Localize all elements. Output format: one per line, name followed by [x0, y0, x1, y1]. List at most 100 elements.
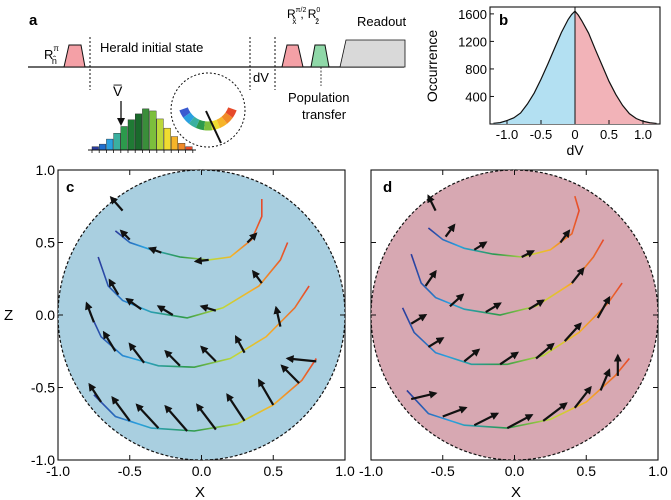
panel-c-arrow — [125, 297, 142, 311]
panel-d-x-tick-label: -0.5 — [431, 463, 455, 479]
panel-c-x-tick-label: 0.0 — [192, 463, 212, 479]
panel-c-arrow — [195, 403, 217, 431]
panel-c-arrow — [200, 345, 217, 363]
y-tick-label: 1600 — [458, 7, 487, 22]
panel-d-arrow — [535, 342, 555, 360]
panel-c-arrow — [234, 334, 246, 354]
panel-label-a: a — [29, 12, 38, 29]
panel-label-d: d — [383, 179, 392, 196]
panel-c-arrow — [128, 342, 145, 364]
panel-d-xlabel: X — [511, 484, 521, 500]
arc-segment — [179, 107, 191, 118]
panel-d-arrow — [442, 406, 468, 418]
histogram-bar — [170, 136, 178, 151]
panel-c-arrow — [102, 330, 117, 352]
histogram-bar — [98, 143, 106, 151]
area-positive — [575, 11, 657, 125]
panel-c-arrow — [109, 196, 124, 212]
pulse-rx-rz-label: Rπ/2 x̂, R0 ẑ — [287, 7, 320, 26]
panel-c-arrow — [164, 349, 181, 367]
arc-segment — [188, 116, 200, 129]
pulse-r-pi — [63, 44, 86, 68]
panel-c-arrow — [280, 364, 300, 384]
panel-d-arrow — [449, 293, 465, 308]
panel-c-arrow — [257, 378, 275, 406]
dv-label: dV — [253, 70, 269, 85]
arc-segment — [225, 107, 237, 118]
panel-c-arrow — [88, 382, 102, 403]
histogram-bar — [178, 143, 186, 151]
panel-c-arrow — [119, 229, 131, 241]
panel-d-trajectory — [410, 239, 605, 316]
voltage-histogram — [91, 108, 194, 153]
panel-c-arrow — [251, 269, 263, 284]
panel-d-arrow — [485, 302, 502, 314]
panel-d-arrow — [410, 390, 438, 401]
panel-d-arrow — [473, 412, 500, 427]
population-label-1: Population — [288, 90, 349, 105]
panel-d-arrow — [528, 299, 545, 311]
panel-c-arrow — [135, 403, 160, 429]
histogram-bar — [106, 138, 114, 151]
panel-d-arrow — [542, 402, 568, 422]
histogram-bar — [163, 127, 171, 151]
panel-d-arrow — [463, 348, 481, 363]
panel-d-arrow — [599, 368, 611, 391]
panel-c-arrow — [193, 256, 209, 265]
histogram-bar — [142, 108, 150, 151]
panel-c-xlabel: X — [195, 484, 205, 500]
y-tick-label: 400 — [465, 89, 487, 104]
inset-color-arc — [179, 107, 237, 131]
panel-c-trajectory — [88, 285, 310, 369]
panel-c-arrow — [108, 278, 120, 296]
panel-c-ylabel: Z — [4, 307, 13, 324]
histogram-bar — [127, 119, 135, 151]
panel-c-y-tick-label: 0.5 — [36, 235, 56, 251]
histogram-bar — [134, 113, 142, 151]
panel-c-x-tick-label: -0.5 — [118, 463, 142, 479]
vbar-label: V̅ — [113, 83, 123, 99]
panel-d-trajectory — [401, 282, 623, 366]
panel-d-arrow — [521, 250, 535, 258]
panel-c-arrow — [85, 301, 95, 323]
pulse-r-pi-label: Rπ n̂ — [44, 44, 59, 66]
population-label-2: transfer — [302, 107, 347, 122]
readout-label: Readout — [357, 14, 407, 29]
panel-c-arrow — [111, 396, 131, 422]
panel-d-arrow — [573, 385, 592, 409]
histogram-bar — [149, 110, 157, 151]
panel-d-arrow — [427, 194, 437, 212]
inset-circle — [170, 72, 246, 148]
panel-d-arrow — [506, 414, 534, 430]
arc-segment — [210, 119, 221, 131]
panel-d-arrow — [499, 351, 520, 366]
histogram-bar — [120, 126, 128, 151]
histogram-bar — [156, 118, 164, 151]
panel-c-phase-plot: -1.0-1.0 -0.5 -0.5 0.0 0.0 0.5 0.5 1.0 1.0 c X Z — [4, 162, 355, 500]
pulse-rx — [281, 44, 304, 68]
x-tick-label: -1.0 — [496, 127, 518, 142]
panel-d-x-tick-label: 0.0 — [505, 463, 525, 479]
panel-c-trajectory — [114, 199, 263, 261]
panel-c-y-tick-label: 1.0 — [36, 162, 56, 178]
x-tick-label: 1.0 — [634, 127, 652, 142]
panel-d-x-tick-label: 0.5 — [577, 463, 597, 479]
panel-c-arrow — [226, 393, 246, 422]
x-tick-label: 0 — [571, 127, 578, 142]
panel-c-x-tick-label: 0.5 — [264, 463, 284, 479]
herald-label: Herald initial state — [100, 40, 203, 55]
panel-d-x-tick-label: 1.0 — [648, 463, 668, 479]
panel-a-pulse-sequence: a Rπ n̂ Herald initial state dV Rπ/2 x̂, R0… — [28, 7, 407, 153]
panel-c-y-tick-label: -1.0 — [31, 452, 55, 468]
panel-c-arrow — [147, 246, 162, 255]
panel-d-arrow — [410, 313, 428, 325]
panel-d-arrow — [424, 269, 437, 287]
panel-d-arrow — [473, 241, 488, 251]
arc-segment — [216, 116, 228, 129]
panel-label-b: b — [499, 12, 508, 29]
panel-c-arrow — [246, 232, 258, 244]
histogram-bar — [91, 146, 99, 151]
arc-segment — [183, 112, 195, 124]
area-negative — [493, 11, 575, 125]
panel-c-y-tick-label: 0.0 — [36, 307, 56, 323]
